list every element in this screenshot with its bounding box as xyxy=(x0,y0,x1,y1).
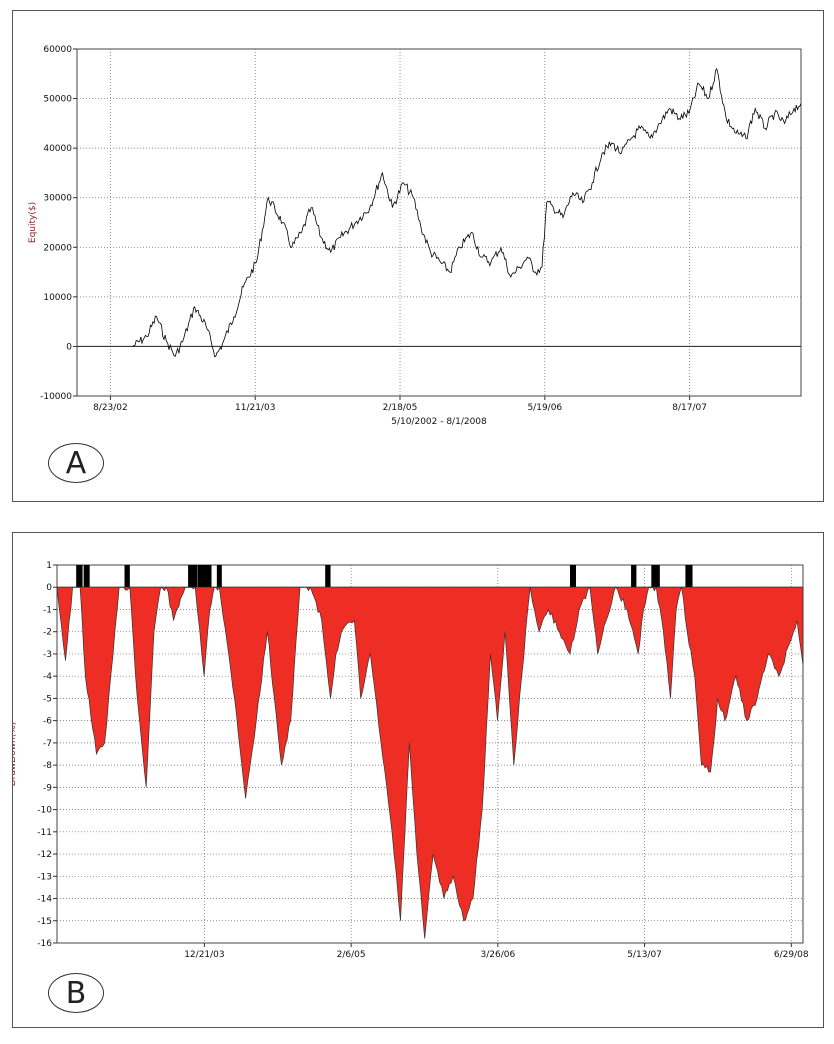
y-tick-label: -4 xyxy=(43,672,52,682)
y-tick-label: -12 xyxy=(37,850,52,860)
y-tick-label: -15 xyxy=(37,917,52,927)
new-high-marker xyxy=(651,565,660,588)
y-tick-label: -8 xyxy=(43,761,52,771)
x-tick-label: 5/19/06 xyxy=(527,403,562,413)
y-tick-label: -10 xyxy=(37,806,52,816)
x-tick-label: 8/23/02 xyxy=(93,403,128,413)
equity-chart-panel: -10000 0 10000 20000 30000 40000 50000 60000 8/2… xyxy=(12,10,824,502)
y-tick-label: -7 xyxy=(43,739,52,749)
equity-series-line xyxy=(132,67,802,358)
x-tick-label: 3/26/06 xyxy=(480,950,515,960)
x-tick-label: 2/18/05 xyxy=(383,403,418,413)
y-tick-label: 60000 xyxy=(43,45,72,55)
y-tick-label: -9 xyxy=(43,783,52,793)
new-high-marker xyxy=(325,565,331,588)
y-tick-label: -2 xyxy=(43,628,52,638)
y-tick-label: -14 xyxy=(37,895,52,905)
new-high-marker xyxy=(685,565,693,588)
y-tick-label: -13 xyxy=(37,872,52,882)
plot-area xyxy=(76,48,802,397)
y-tick-label: 0 xyxy=(66,342,72,352)
y-tick-label: 40000 xyxy=(43,144,72,154)
y-tick-label: -16 xyxy=(37,939,52,949)
y-tick-label: 30000 xyxy=(43,194,72,204)
y-tick-label: 1 xyxy=(46,561,52,571)
y-tick-label: 0 xyxy=(46,583,52,593)
drawdown-chart-panel: -16 -15 -14 -13 -12 -11 -10 -9 -8 -7 -6 -5 -4 -3 -2 -1 0… xyxy=(12,532,824,1028)
x-tick-label: 12/21/03 xyxy=(184,950,224,960)
y-tick-label: -1 xyxy=(43,605,52,615)
new-high-marker xyxy=(188,565,197,588)
new-high-marker xyxy=(197,565,212,588)
y-tick-label: 20000 xyxy=(43,243,72,253)
new-high-marker xyxy=(569,565,577,588)
x-tick-label: 6/29/08 xyxy=(774,950,809,960)
drawdown-area xyxy=(56,586,804,939)
y-axis-label: DrawDown(%) xyxy=(13,722,18,787)
y-tick-label: -5 xyxy=(43,694,52,704)
x-tick-label: 11/21/03 xyxy=(235,403,275,413)
x-tick-label: 5/13/07 xyxy=(627,950,662,960)
y-tick-label: -11 xyxy=(37,828,52,838)
x-axis-label: 5/10/2002 - 8/1/2008 xyxy=(391,417,487,427)
x-tick-label: 8/17/07 xyxy=(672,403,707,413)
new-high-marker xyxy=(631,565,637,588)
new-high-marker xyxy=(76,565,83,588)
x-tick-label: 2/6/05 xyxy=(337,950,366,960)
new-high-marker xyxy=(216,565,222,588)
new-high-marker xyxy=(124,565,130,588)
y-axis-label: Equity($) xyxy=(28,202,38,243)
panel-label-b: B xyxy=(48,973,104,1013)
y-tick-label: -3 xyxy=(43,650,52,660)
new-high-marker xyxy=(83,565,90,588)
drawdown-chart: -16-15-14-13-12-11-10-9-8-7-6-5-4-3-2-10… xyxy=(13,561,809,960)
y-tick-label: 50000 xyxy=(43,95,72,105)
equity-chart: -10000 0 10000 20000 30000 40000 50000 60000 8/2… xyxy=(28,45,802,427)
y-tick-label: -6 xyxy=(43,717,52,727)
panel-label-a: A xyxy=(48,443,104,483)
y-tick-label: 10000 xyxy=(43,293,72,303)
y-tick-label: -10000 xyxy=(40,392,72,402)
